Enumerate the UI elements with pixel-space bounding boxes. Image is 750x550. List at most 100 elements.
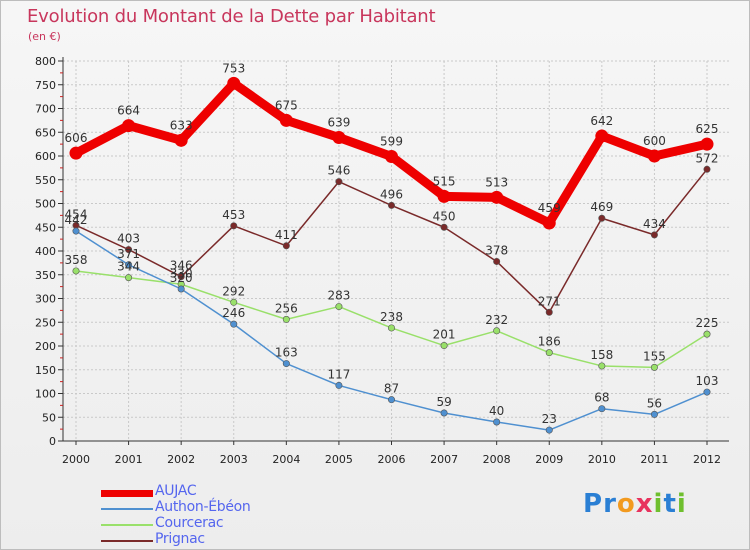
- data-point: [545, 349, 553, 357]
- x-tick-label: 2004: [272, 453, 300, 466]
- data-point: [598, 214, 606, 222]
- y-tick-label: 400: [35, 245, 56, 258]
- data-label: 496: [380, 187, 403, 201]
- data-point: [650, 363, 658, 371]
- data-label: 459: [538, 201, 561, 215]
- brand-letter: x: [635, 489, 654, 519]
- data-label: 256: [275, 301, 298, 315]
- x-tick-label: 2002: [167, 453, 195, 466]
- data-label: 225: [696, 316, 719, 330]
- data-point: [177, 273, 185, 281]
- data-point: [595, 129, 609, 143]
- data-point: [230, 298, 238, 306]
- data-label: 158: [590, 348, 613, 362]
- brand-letter: t: [663, 489, 677, 519]
- data-point: [230, 320, 238, 328]
- legend-swatch-courcerac: [101, 524, 153, 526]
- y-tick-label: 750: [35, 79, 56, 92]
- data-point: [230, 222, 238, 230]
- x-tick-label: 2007: [430, 453, 458, 466]
- data-label: 572: [696, 151, 719, 165]
- chart-unit: (en €): [28, 30, 61, 43]
- brand-letter: o: [616, 489, 636, 519]
- data-point: [703, 165, 711, 173]
- data-point: [282, 360, 290, 368]
- chart-title: Evolution du Montant de la Dette par Hab…: [27, 6, 436, 27]
- data-point: [335, 381, 343, 389]
- data-point: [493, 418, 501, 426]
- data-label: 600: [643, 134, 666, 148]
- legend-label: Prignac: [155, 531, 205, 547]
- x-tick-label: 2011: [640, 453, 668, 466]
- data-label: 546: [327, 164, 350, 178]
- data-label: 454: [65, 207, 88, 221]
- data-label: 117: [327, 367, 350, 381]
- data-point: [598, 405, 606, 413]
- data-label: 330: [170, 266, 193, 280]
- brand-letter: P: [583, 489, 604, 519]
- data-label: 403: [117, 232, 140, 246]
- y-tick-label: 150: [35, 364, 56, 377]
- data-point: [227, 76, 241, 90]
- data-point: [125, 246, 133, 254]
- data-label: 599: [380, 134, 403, 148]
- data-label: 201: [433, 328, 456, 342]
- data-point: [387, 201, 395, 209]
- y-tick-label: 550: [35, 174, 56, 187]
- data-label: 68: [594, 391, 609, 405]
- data-label: 639: [327, 115, 350, 129]
- data-label: 232: [485, 313, 508, 327]
- brand-logo: Proxiti: [583, 489, 687, 519]
- x-tick-label: 2008: [483, 453, 511, 466]
- data-point: [598, 362, 606, 370]
- legend-swatch-prignac: [101, 540, 153, 542]
- chart-plot: 0 50 100 150 200 250 300 350 400 450 500 550 600 650 7…: [35, 55, 729, 466]
- y-tick-label: 200: [35, 340, 56, 353]
- data-label: 371: [117, 247, 140, 261]
- data-point: [703, 330, 711, 338]
- legend-label: AUJAC: [155, 483, 197, 499]
- x-tick-label: 2006: [378, 453, 406, 466]
- data-label: 453: [222, 208, 245, 222]
- data-label: 515: [433, 174, 456, 188]
- data-point: [440, 409, 448, 417]
- data-label: 163: [275, 346, 298, 360]
- x-tick-label: 2000: [62, 453, 90, 466]
- data-label: 664: [117, 104, 140, 118]
- data-point: [125, 274, 133, 282]
- data-point: [387, 396, 395, 404]
- data-label: 346: [170, 259, 193, 273]
- y-tick-label: 100: [35, 388, 56, 401]
- data-label: 271: [538, 294, 561, 308]
- data-label: 513: [485, 175, 508, 189]
- data-label: 442: [65, 213, 88, 227]
- data-point: [437, 189, 451, 203]
- data-label: 40: [489, 404, 504, 418]
- data-point: [177, 285, 185, 293]
- data-label: 283: [327, 289, 350, 303]
- data-label: 155: [643, 349, 666, 363]
- x-tick-label: 2009: [535, 453, 563, 466]
- data-point: [542, 216, 556, 230]
- data-label: 59: [436, 395, 451, 409]
- data-point: [335, 178, 343, 186]
- y-tick-label: 600: [35, 150, 56, 163]
- x-tick-label: 2010: [588, 453, 616, 466]
- data-point: [545, 308, 553, 316]
- data-label: 103: [696, 374, 719, 388]
- brand-letter: i: [676, 489, 687, 519]
- data-point: [650, 231, 658, 239]
- data-point: [282, 242, 290, 250]
- data-label: 358: [65, 253, 88, 267]
- data-label: 411: [275, 228, 298, 242]
- data-point: [650, 410, 658, 418]
- y-tick-label: 350: [35, 269, 56, 282]
- data-point: [703, 388, 711, 396]
- y-tick-label: 250: [35, 316, 56, 329]
- x-tick-label: 2001: [115, 453, 143, 466]
- data-point: [440, 342, 448, 350]
- data-point: [700, 137, 714, 151]
- data-point: [545, 426, 553, 434]
- data-label: 56: [647, 396, 662, 410]
- y-tick-label: 500: [35, 198, 56, 211]
